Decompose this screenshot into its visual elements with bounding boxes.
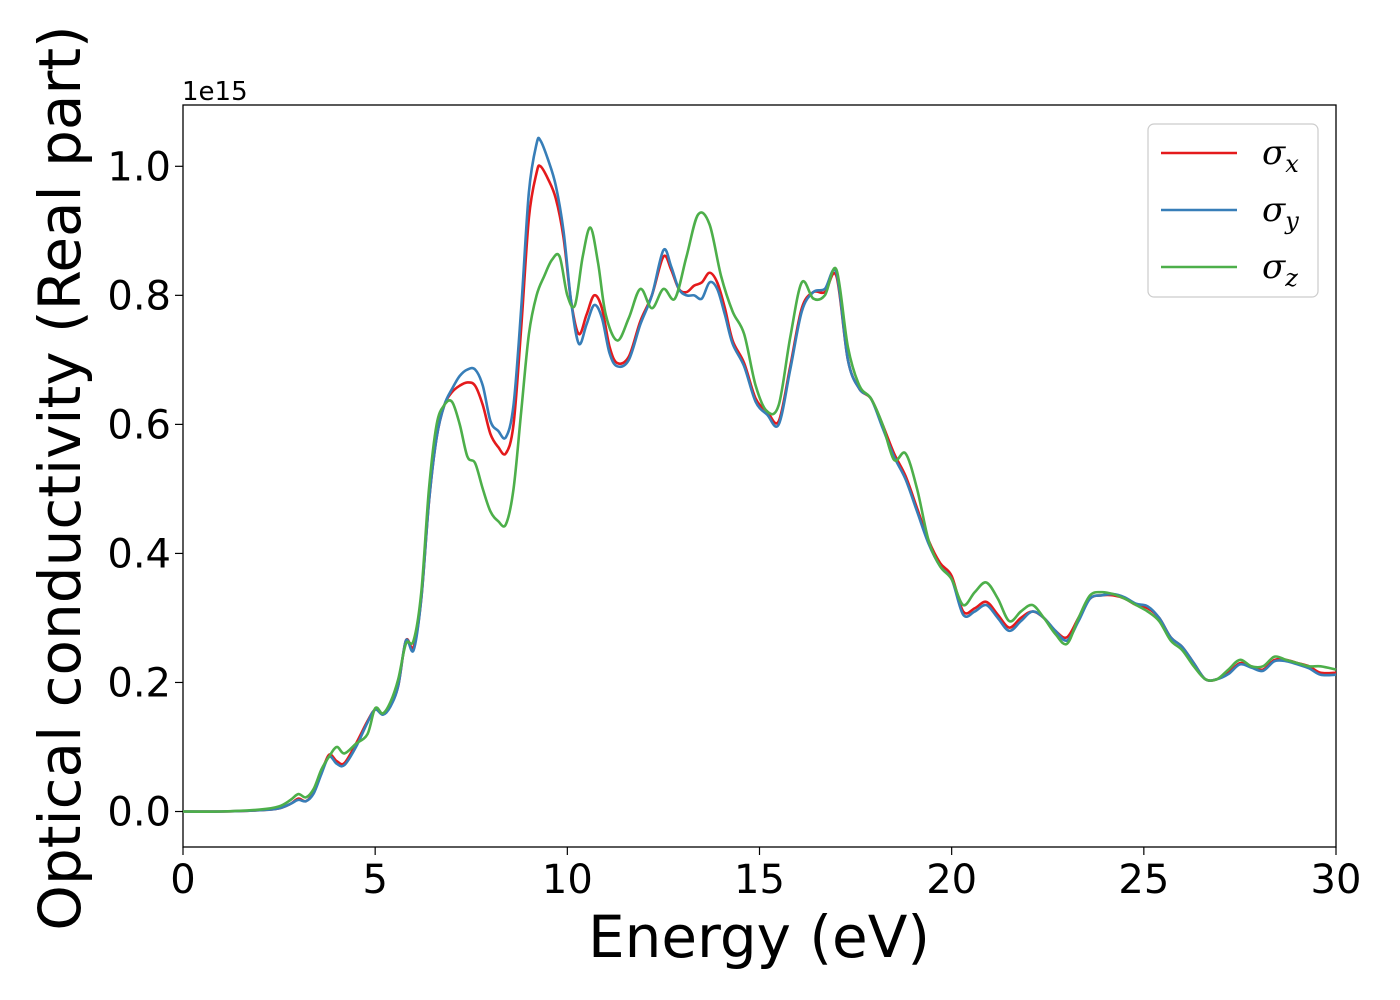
x-tick-label: 5 bbox=[362, 857, 387, 903]
x-tick-label: 10 bbox=[542, 857, 593, 903]
y-axis-label: Optical conductivity (Real part) bbox=[26, 25, 94, 930]
y-tick-label: 0.0 bbox=[107, 790, 171, 836]
x-tick-label: 30 bbox=[1311, 857, 1362, 903]
y-tick-label: 0.4 bbox=[107, 531, 171, 577]
x-axis-label: Energy (eV) bbox=[588, 903, 930, 971]
series-group bbox=[182, 136, 1337, 813]
x-tick-label: 0 bbox=[170, 857, 195, 903]
x-tick-label: 15 bbox=[734, 857, 785, 903]
legend: σx σy σz bbox=[1147, 123, 1319, 298]
x-axis: 0 5 10 15 20 25 30 bbox=[170, 847, 1361, 903]
series-line-z bbox=[182, 211, 1337, 813]
legend-label-z: σz bbox=[1262, 247, 1298, 292]
y-tick-label: 0.2 bbox=[107, 660, 171, 706]
y-tick-label: 0.8 bbox=[107, 273, 171, 319]
x-tick-label: 25 bbox=[1118, 857, 1169, 903]
y-offset-label: 1e15 bbox=[182, 77, 248, 107]
y-axis: 0.0 0.2 0.4 0.6 0.8 1.0 bbox=[107, 144, 183, 836]
x-tick-label: 20 bbox=[926, 857, 977, 903]
y-tick-label: 0.6 bbox=[107, 402, 171, 448]
legend-label-x: σx bbox=[1262, 133, 1299, 178]
y-tick-label: 1.0 bbox=[107, 144, 171, 190]
legend-label-y: σy bbox=[1262, 190, 1299, 235]
